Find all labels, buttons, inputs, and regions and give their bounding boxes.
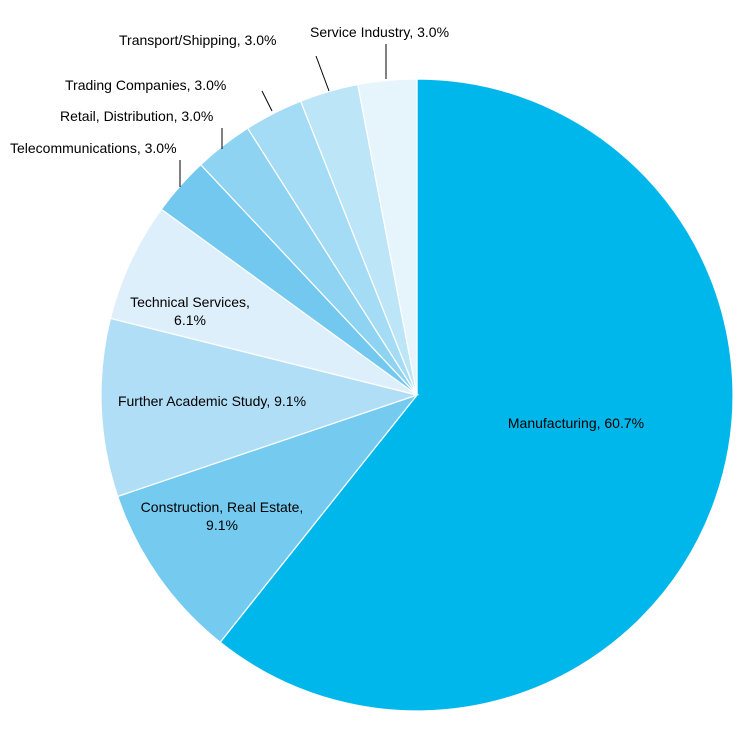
pie-slice-manufacturing bbox=[219, 78, 734, 712]
labels-layer: Manufacturing, 60.7% Construction, Real E… bbox=[10, 24, 644, 533]
pie-slice-further-academic-study bbox=[100, 317, 420, 498]
pie-slice-service-industry bbox=[357, 78, 418, 396]
pie-slice-construction-real-estate bbox=[116, 393, 419, 644]
leader-lines-layer bbox=[179, 44, 387, 187]
leader-line bbox=[315, 55, 330, 92]
slice-label: Construction, Real Estate, 9.1% bbox=[141, 499, 304, 533]
slices-layer bbox=[100, 78, 734, 712]
slice-label: Technical Services, 6.1% bbox=[130, 294, 250, 328]
slice-label: Retail, Distribution, 3.0% bbox=[60, 108, 213, 124]
slice-label: Service Industry, 3.0% bbox=[310, 24, 449, 40]
pie-slice-technical-services bbox=[109, 208, 418, 396]
slice-label: Telecommunications, 3.0% bbox=[10, 140, 177, 156]
leader-line bbox=[261, 90, 273, 112]
slice-label: Further Academic Study, 9.1% bbox=[118, 393, 306, 409]
slice-label: Transport/Shipping, 3.0% bbox=[119, 32, 276, 48]
slice-label: Manufacturing, 60.7% bbox=[508, 415, 644, 431]
slice-label: Trading Companies, 3.0% bbox=[65, 77, 226, 93]
